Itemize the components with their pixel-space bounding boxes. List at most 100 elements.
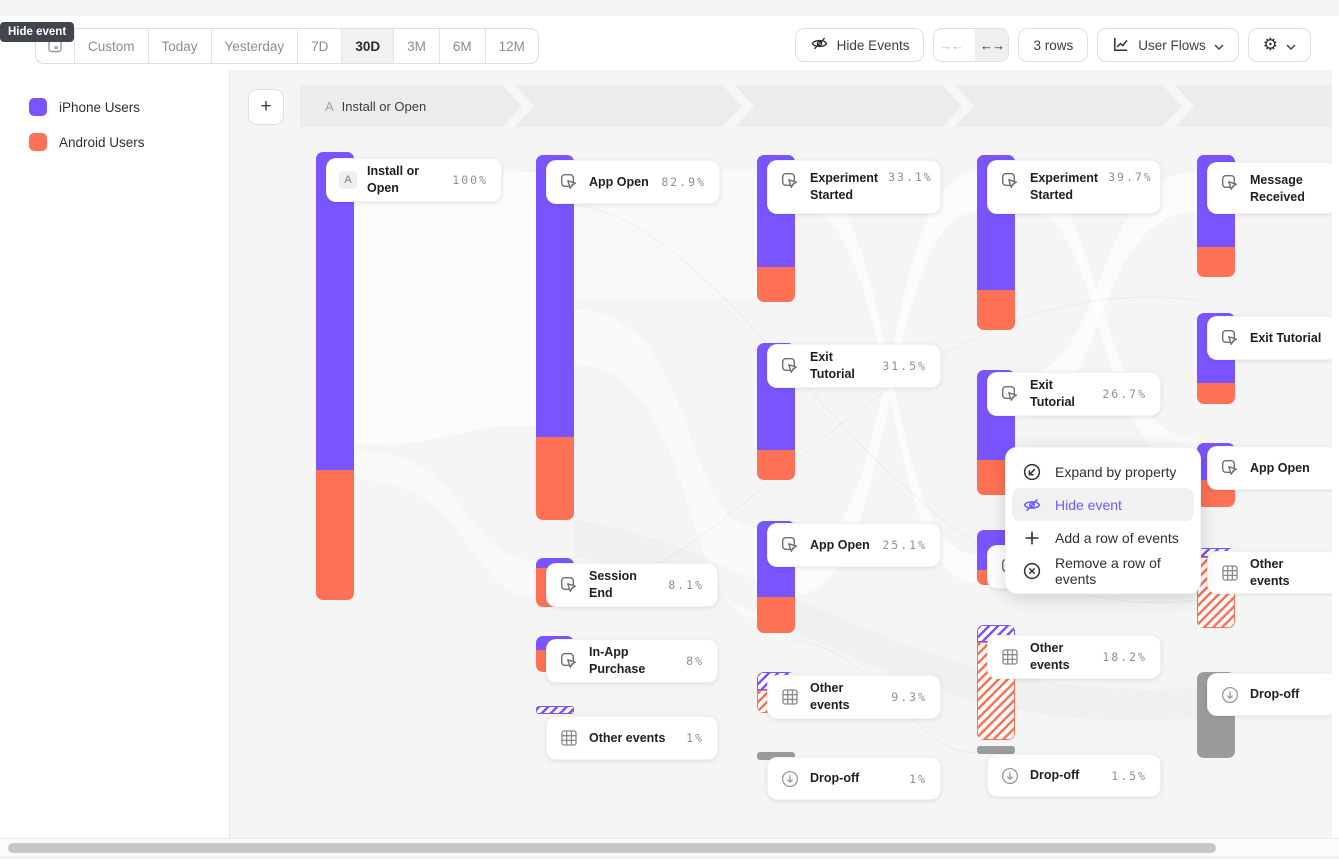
content-bottom-border [0,838,1339,839]
node-percent: 26.7% [1102,387,1147,401]
flow-node-experiment-started[interactable]: Experiment Started 39.7% [987,160,1161,214]
menu-item-add-a-row-of-events[interactable]: Add a row of events [1012,521,1194,554]
node-label: Exit Tutorial [810,350,855,381]
flow-node-session-end[interactable]: Session End 8.1% [546,563,718,607]
event-icon [559,651,579,671]
legend-panel: iPhone Users Android Users [0,70,230,838]
event-context-menu: Expand by property Hide event Add a row of… [1005,447,1201,594]
flow-bar-drop-off[interactable] [977,746,1015,754]
legend-swatch [29,133,47,151]
right-margin [1332,70,1339,838]
toolbar-right: Hide Events →← ←→ 3 rows User Flows [794,28,1311,62]
event-icon [780,535,800,555]
remove-row-icon [1022,561,1042,581]
event-icon [559,575,579,595]
flow-node-other-events[interactable]: Other events 1% [546,716,718,760]
flow-node-drop-off[interactable]: Drop-off [1207,673,1337,716]
menu-item-expand-by-property[interactable]: Expand by property [1012,455,1194,488]
node-percent: 31.5% [882,359,927,373]
hide-events-button[interactable]: Hide Events [794,28,925,62]
node-label: Drop-off [1030,768,1080,783]
collapse-columns-button[interactable]: →← [938,37,964,53]
event-icon [780,356,800,376]
flow-node-other-events[interactable]: Other events [1207,551,1337,594]
node-label: App Open [589,174,649,189]
flow-node-exit-tutorial[interactable]: Exit Tutorial [1207,316,1337,360]
flow-node-drop-off[interactable]: Drop-off 1.5% [987,754,1161,797]
drop-off-icon [1000,766,1020,786]
settings-button[interactable]: ⚙ [1247,28,1311,62]
bar-segment-purple [316,152,354,470]
menu-item-hide-event[interactable]: Hide event [1012,488,1194,521]
flow-bar-other-events[interactable] [536,706,574,714]
flow-node-app-open[interactable]: App Open [1207,446,1337,490]
flow-bar-drop-off[interactable] [757,752,795,760]
step-badge: A [325,98,334,114]
flow-node-experiment-started[interactable]: Experiment Started 33.1% [767,160,941,214]
event-icon [559,172,579,192]
horizontal-scrollbar[interactable] [0,839,1339,856]
flow-node-exit-tutorial[interactable]: Exit Tutorial 26.7% [987,372,1161,416]
date-range-yesterday[interactable]: Yesterday [212,29,299,63]
node-label: Session End [589,569,637,600]
banner-chevrons [502,85,1195,127]
view-selector-button[interactable]: User Flows [1097,28,1239,62]
hide-events-label: Hide Events [836,37,910,53]
path-step-label[interactable]: A Install or Open [325,85,426,127]
date-range-today[interactable]: Today [149,29,212,63]
date-range-3m[interactable]: 3M [394,29,440,63]
event-icon [1220,173,1240,193]
flow-node-drop-off[interactable]: Drop-off 1% [767,757,941,800]
node-percent: 8.1% [668,578,704,592]
bar-segment-orange [1197,247,1235,277]
node-label: App Open [1250,460,1310,475]
drop-off-icon [780,769,800,789]
node-percent: 1% [909,771,927,786]
flow-node-other-events[interactable]: Other events 18.2% [987,635,1161,679]
flow-node-install-or-open[interactable]: A Install or Open 100% [326,158,502,202]
node-label: Drop-off [1250,687,1300,702]
date-range-30d[interactable]: 30D [342,29,395,63]
flow-node-app-open[interactable]: App Open 82.9% [546,160,720,204]
bar-segment-gray [757,752,795,760]
node-percent: 82.9% [661,175,706,189]
bar-segment-orange [316,470,354,600]
add-step-button[interactable]: + [248,89,284,125]
flow-bar-install-or-open[interactable] [316,152,354,600]
node-percent: 1% [686,731,704,745]
drop-off-icon [1220,685,1240,705]
other-events-icon [1000,647,1020,667]
flow-node-app-open[interactable]: App Open 25.1% [767,523,941,567]
date-range-7d[interactable]: 7D [298,29,343,63]
other-events-icon [780,687,800,707]
other-events-icon [559,728,579,748]
event-icon [1220,328,1240,348]
bottom-strip [0,856,1339,859]
node-percent: 39.7% [1108,170,1153,184]
menu-item-remove-a-row-of-events[interactable]: Remove a row of events [1012,554,1194,587]
event-icon [1000,171,1020,191]
node-label: Other events [1250,556,1290,588]
date-range-6m[interactable]: 6M [440,29,486,63]
expand-columns-button[interactable]: ←→ [975,29,1009,61]
step-letter-badge: A [339,171,357,189]
flow-node-in-app-purchase[interactable]: In-App Purchase 8% [546,639,718,683]
bar-segment-orange [977,290,1015,330]
step-name: Install or Open [341,98,427,114]
flow-bar-app-open[interactable] [536,155,574,520]
date-range-custom[interactable]: Custom [75,29,149,63]
rows-button[interactable]: 3 rows [1018,28,1089,62]
flow-node-exit-tutorial[interactable]: Exit Tutorial 31.5% [767,344,941,388]
flow-node-message-received[interactable]: Message Received [1207,162,1337,214]
hide-event-icon [1022,495,1042,515]
top-strip [0,0,1339,16]
legend-item-android-users[interactable]: Android Users [29,132,145,152]
flow-node-other-events[interactable]: Other events 9.3% [767,675,941,719]
legend-item-iphone-users[interactable]: iPhone Users [29,97,140,117]
date-range-12m[interactable]: 12M [498,38,525,54]
node-label: Exit Tutorial [1030,378,1075,409]
rows-label: 3 rows [1033,37,1074,53]
menu-item-label: Hide event [1055,496,1122,513]
scrollbar-thumb[interactable] [8,843,1216,853]
